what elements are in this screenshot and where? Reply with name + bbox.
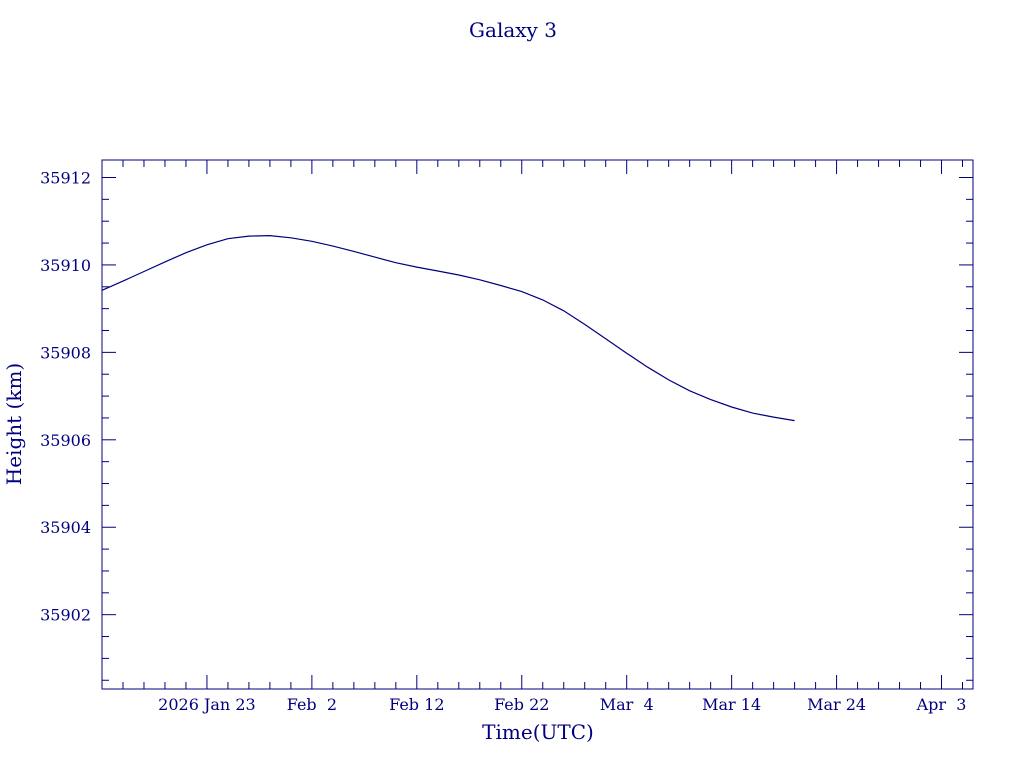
x-tick-label: 2026 Jan 23 [158, 695, 256, 714]
series-line [101, 234, 795, 422]
x-tick-label: Mar 14 [702, 695, 761, 714]
x-tick-label: Mar 24 [807, 695, 866, 714]
chart-title: Galaxy 3 [469, 18, 557, 42]
x-axis-label: Time(UTC) [482, 720, 594, 744]
x-tick-label: Feb 22 [494, 695, 549, 714]
y-tick-label: 35912 [40, 168, 91, 187]
y-tick-label: 35908 [40, 343, 91, 362]
x-tick-label: Feb 2 [287, 695, 337, 714]
y-tick-label: 35910 [40, 256, 91, 275]
x-tick-label: Feb 12 [389, 695, 444, 714]
y-axis-label: Height (km) [2, 363, 26, 485]
x-tick-label: Apr 3 [916, 695, 967, 714]
plot-frame [101, 159, 974, 690]
y-tick-label: 35906 [40, 431, 91, 450]
plot-area: 35902 35904 35906 35908 35910 35912 2026 Jan 2… [40, 159, 974, 714]
y-tick-label: 35904 [40, 518, 91, 537]
x-tick-label: Mar 4 [600, 695, 654, 714]
y-tick-label: 35902 [40, 606, 91, 625]
